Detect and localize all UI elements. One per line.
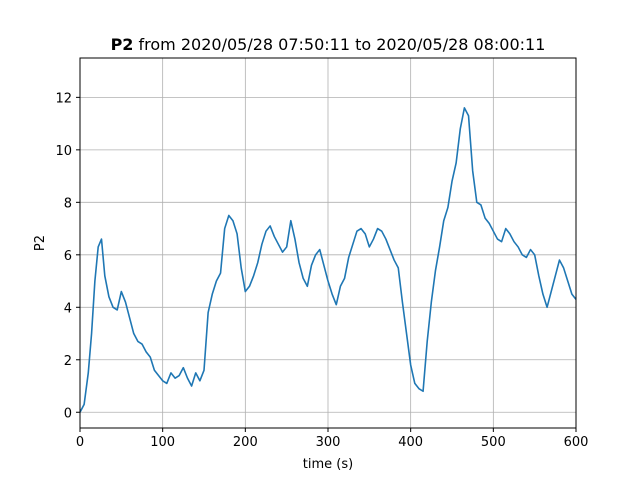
grid-lines — [79, 58, 577, 428]
x-tick-label: 500 — [481, 435, 506, 450]
y-tick-label: 4 — [64, 301, 72, 316]
x-tick-label: 600 — [564, 435, 589, 450]
y-tick-label: 2 — [64, 354, 72, 369]
y-tick-label: 0 — [64, 406, 72, 421]
series-layer — [79, 107, 577, 413]
x-tick-label: 400 — [398, 435, 423, 450]
x-tick-label: 200 — [233, 435, 258, 450]
y-tick-label: 12 — [55, 91, 72, 106]
x-tick-label: 100 — [150, 435, 175, 450]
axis-ticks: 0 100 200 300 400 500 600 0 2 4 6 8 10 12 — [55, 91, 588, 450]
chart-title: P2 from 2020/05/28 07:50:11 to 2020/05/2… — [111, 35, 546, 54]
y-axis-label: P2 — [33, 235, 48, 251]
chart-title-bold: P2 — [111, 35, 134, 54]
x-axis-label: time (s) — [303, 457, 353, 472]
x-tick-label: 300 — [316, 435, 341, 450]
y-tick-label: 6 — [64, 249, 72, 264]
chart-title-rest: from 2020/05/28 07:50:11 to 2020/05/28 0… — [133, 35, 545, 54]
y-tick-label: 8 — [64, 196, 72, 211]
x-tick-label: 0 — [76, 435, 84, 450]
series-line — [79, 107, 577, 413]
y-tick-label: 10 — [55, 144, 72, 159]
